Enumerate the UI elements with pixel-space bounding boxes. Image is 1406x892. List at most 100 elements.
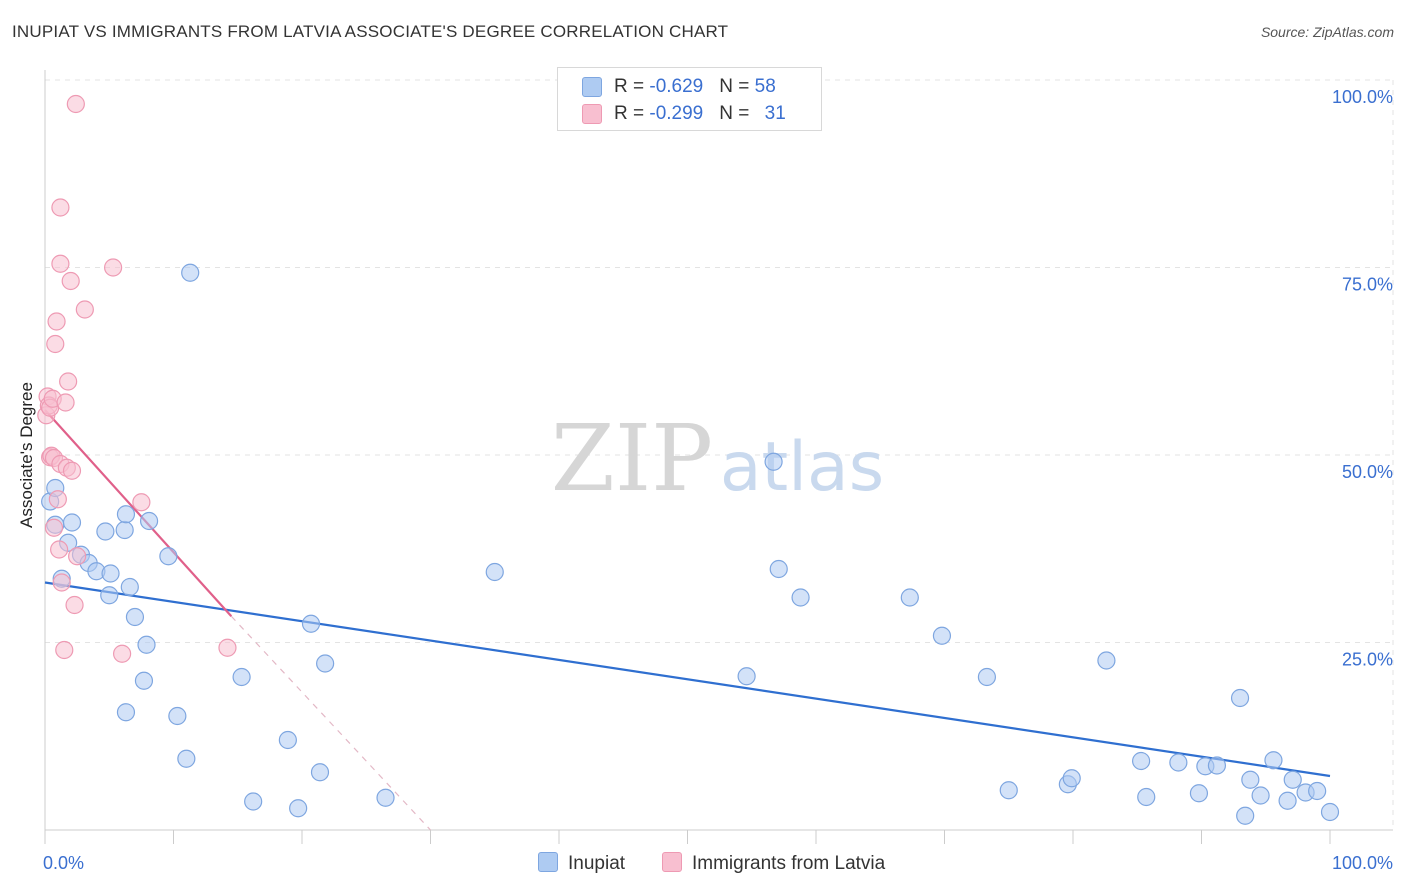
- point-inupiat: [100, 586, 119, 605]
- trend-line-inupiat: [44, 581, 1331, 778]
- tick-labels: 100.0% 75.0% 50.0% 25.0% 0.0% 100.0%: [43, 87, 1393, 873]
- point-inupiat: [1308, 781, 1327, 801]
- point-latvia: [44, 518, 64, 537]
- legend-n-label: N =: [719, 103, 755, 124]
- point-inupiat: [1236, 806, 1255, 825]
- point-inupiat: [232, 667, 251, 687]
- legend-row-latvia: R = -0.299 N = 31: [582, 103, 786, 125]
- point-inupiat: [1251, 786, 1270, 805]
- point-inupiat: [999, 781, 1018, 800]
- point-latvia: [112, 644, 132, 663]
- legend-row-inupiat: R = -0.629 N = 58: [582, 76, 776, 98]
- point-latvia: [46, 334, 65, 354]
- legend-swatch-pink: [582, 103, 602, 124]
- point-inupiat: [1137, 787, 1156, 807]
- point-inupiat: [244, 792, 263, 811]
- point-latvia: [51, 254, 70, 273]
- point-inupiat: [139, 511, 159, 531]
- legend-r-value: -0.299: [649, 103, 704, 124]
- y-tick-label: 25.0%: [1342, 650, 1393, 670]
- legend-swatch-blue: [582, 76, 602, 97]
- watermark: ZIP atlas: [551, 405, 884, 512]
- point-inupiat: [791, 588, 810, 607]
- point-inupiat: [1169, 753, 1188, 772]
- point-inupiat: [1320, 802, 1340, 822]
- trend-line-latvia: [44, 409, 233, 617]
- point-latvia: [62, 461, 82, 480]
- point-latvia: [61, 271, 80, 291]
- point-latvia: [104, 258, 123, 277]
- point-inupiat: [764, 452, 783, 471]
- point-inupiat: [62, 513, 82, 532]
- point-inupiat: [96, 522, 115, 541]
- point-inupiat: [376, 788, 395, 807]
- legend-n-value: 58: [754, 76, 776, 97]
- point-latvia: [52, 573, 71, 592]
- y-axis-label: Associate's Degree: [17, 382, 36, 528]
- point-inupiat: [278, 730, 297, 750]
- chart-title: INUPIAT VS IMMIGRANTS FROM LATVIA ASSOCI…: [12, 22, 729, 41]
- point-latvia: [47, 312, 66, 331]
- point-inupiat: [769, 559, 788, 579]
- point-latvia: [66, 94, 85, 114]
- y-tick-label: 50.0%: [1342, 462, 1393, 482]
- point-inupiat: [181, 263, 200, 282]
- point-inupiat: [137, 635, 156, 654]
- x-tick-label: 100.0%: [1332, 853, 1393, 873]
- point-inupiat: [1189, 784, 1209, 803]
- data-points: [37, 94, 1340, 825]
- point-inupiat: [289, 799, 308, 818]
- point-inupiat: [101, 564, 120, 583]
- point-inupiat: [316, 654, 335, 673]
- point-latvia: [56, 393, 75, 412]
- point-inupiat: [1097, 651, 1116, 670]
- correlation-legend: R = -0.629 N = 58 R = -0.299 N = 31: [557, 67, 822, 131]
- legend-r-label: R =: [614, 103, 650, 124]
- point-inupiat: [900, 588, 919, 607]
- point-inupiat: [301, 614, 321, 633]
- point-latvia: [50, 540, 69, 559]
- point-inupiat: [134, 671, 154, 690]
- legend-swatch-blue: [538, 852, 558, 872]
- legend-r-value: -0.629: [649, 76, 704, 97]
- point-latvia: [75, 300, 94, 319]
- legend-label-latvia: Immigrants from Latvia: [692, 853, 886, 874]
- point-inupiat: [310, 763, 330, 782]
- legend-item-inupiat: Inupiat: [538, 852, 625, 875]
- point-inupiat: [125, 607, 145, 627]
- source-label: Source: ZipAtlas.com: [1260, 24, 1394, 40]
- point-inupiat: [115, 520, 134, 540]
- point-latvia: [65, 595, 84, 615]
- point-latvia: [51, 198, 70, 217]
- point-latvia: [218, 638, 237, 657]
- legend-n-label: N =: [719, 76, 755, 97]
- legend-swatch-pink: [662, 852, 682, 872]
- point-inupiat: [1241, 770, 1260, 789]
- trend-lines: [44, 409, 1331, 831]
- point-inupiat: [1132, 751, 1151, 771]
- watermark-zip: ZIP: [551, 405, 713, 512]
- point-inupiat: [485, 562, 504, 582]
- point-inupiat: [1207, 756, 1227, 775]
- point-inupiat: [977, 667, 997, 687]
- point-latvia: [48, 490, 67, 509]
- point-inupiat: [159, 547, 178, 566]
- y-tick-label: 75.0%: [1342, 275, 1393, 295]
- point-inupiat: [1283, 770, 1302, 789]
- legend-label-inupiat: Inupiat: [568, 853, 626, 874]
- point-inupiat: [120, 577, 139, 597]
- point-inupiat: [932, 626, 952, 645]
- point-inupiat: [116, 703, 136, 722]
- point-inupiat: [116, 505, 136, 524]
- point-inupiat: [1264, 751, 1283, 770]
- watermark-atlas: atlas: [720, 428, 884, 507]
- point-inupiat: [168, 706, 187, 726]
- point-inupiat: [1062, 769, 1081, 788]
- y-tick-label: 100.0%: [1332, 87, 1393, 107]
- point-latvia: [132, 493, 151, 512]
- point-inupiat: [177, 749, 196, 768]
- trend-line-latvia-extension: [230, 615, 431, 831]
- point-latvia: [68, 547, 87, 566]
- legend-n-value: 31: [764, 103, 786, 124]
- legend-r-label: R =: [614, 76, 650, 97]
